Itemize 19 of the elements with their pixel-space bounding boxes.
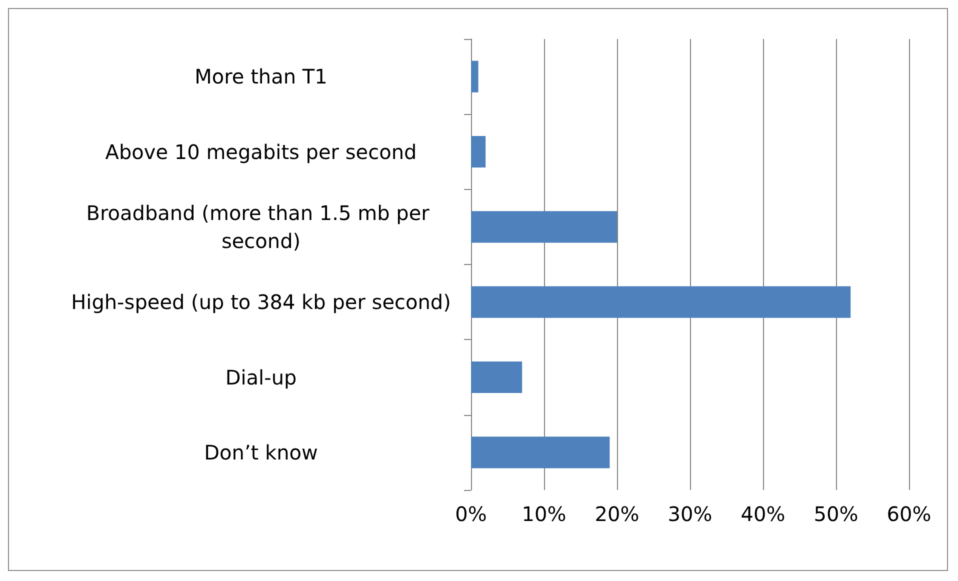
bar: [471, 361, 522, 394]
x-tick-label: 40%: [740, 502, 786, 526]
bar: [471, 436, 610, 468]
bar: [471, 286, 851, 318]
y-tick-label: High-speed (up to 384 kb per second): [71, 290, 451, 314]
bar: [471, 136, 486, 168]
y-tick-label: Broadband (more than 1.5 mb per second): [86, 200, 436, 253]
y-tick-label: Don’t know: [204, 440, 318, 464]
y-tick-label: Above 10 megabits per second: [105, 140, 417, 164]
bar: [471, 60, 478, 92]
x-tick-label: 30%: [668, 502, 712, 526]
x-tick-label: 20%: [594, 502, 640, 526]
x-tick-label: 0%: [455, 502, 487, 526]
x-tick-label: 50%: [814, 502, 858, 526]
x-tick-label: 60%: [886, 502, 932, 526]
x-tick-label: 10%: [522, 502, 566, 526]
y-tick-label: Dial-up: [225, 365, 297, 390]
y-tick-label: More than T1: [194, 64, 328, 89]
bar: [471, 211, 617, 243]
